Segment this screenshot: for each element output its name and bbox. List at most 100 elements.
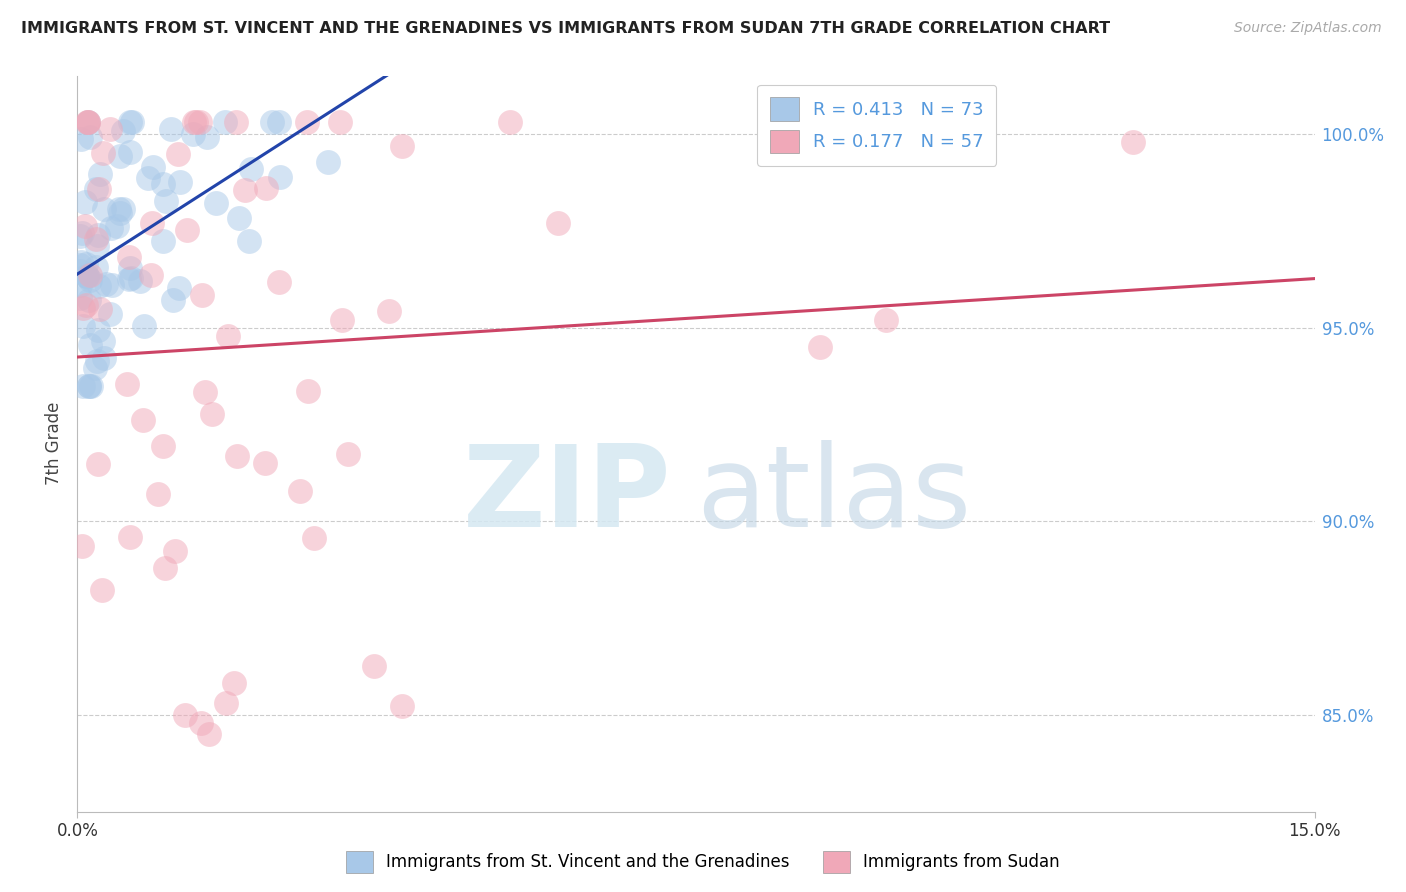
- Point: [118, 145, 141, 159]
- Point: [73, 194, 96, 209]
- Point: [110, 206, 132, 220]
- Text: atlas: atlas: [696, 440, 972, 550]
- Point: [269, 169, 291, 184]
- Point: [77, 293, 100, 308]
- Point: [115, 376, 138, 391]
- Point: [84, 232, 107, 246]
- Point: [120, 270, 142, 285]
- Point: [139, 268, 162, 283]
- Legend: R = 0.413   N = 73, R = 0.177   N = 57: R = 0.413 N = 73, R = 0.177 N = 57: [756, 85, 997, 166]
- Point: [91, 146, 114, 161]
- Point: [69, 291, 91, 305]
- Point: [391, 138, 413, 153]
- Point: [155, 194, 177, 209]
- Point: [190, 715, 212, 730]
- Point: [79, 273, 101, 287]
- Point: [70, 226, 93, 240]
- Point: [173, 707, 195, 722]
- Point: [75, 219, 97, 233]
- Point: [69, 229, 91, 244]
- Point: [75, 298, 97, 312]
- Point: [84, 260, 107, 274]
- Point: [87, 182, 110, 196]
- Point: [76, 115, 98, 129]
- Y-axis label: 7th Grade: 7th Grade: [45, 402, 63, 485]
- Point: [77, 378, 100, 392]
- Point: [201, 407, 224, 421]
- Point: [316, 154, 339, 169]
- Point: [195, 130, 218, 145]
- Point: [875, 313, 897, 327]
- Point: [118, 251, 141, 265]
- Point: [75, 257, 97, 271]
- Point: [224, 676, 246, 690]
- Point: [101, 277, 124, 292]
- Point: [304, 531, 326, 545]
- Point: [69, 132, 91, 146]
- Point: [86, 239, 108, 253]
- Point: [1122, 135, 1144, 149]
- Point: [120, 260, 142, 275]
- Point: [80, 378, 103, 392]
- Point: [391, 699, 413, 714]
- Point: [70, 255, 93, 269]
- Point: [228, 211, 250, 225]
- Point: [129, 275, 152, 289]
- Point: [121, 115, 143, 129]
- Point: [83, 361, 105, 376]
- Point: [91, 334, 114, 348]
- Point: [152, 234, 174, 248]
- Point: [111, 202, 134, 217]
- Point: [98, 307, 121, 321]
- Point: [547, 217, 569, 231]
- Point: [132, 413, 155, 427]
- Point: [215, 696, 238, 710]
- Point: [254, 457, 277, 471]
- Point: [69, 264, 91, 278]
- Point: [76, 115, 98, 129]
- Point: [79, 338, 101, 352]
- Point: [87, 227, 110, 242]
- Point: [138, 171, 160, 186]
- Point: [75, 268, 97, 283]
- Point: [330, 313, 353, 327]
- Point: [86, 182, 108, 196]
- Point: [267, 115, 290, 129]
- Point: [165, 544, 187, 558]
- Point: [295, 115, 318, 129]
- Point: [70, 539, 93, 553]
- Point: [72, 301, 94, 315]
- Point: [142, 161, 165, 175]
- Point: [214, 115, 236, 129]
- Point: [100, 221, 122, 235]
- Point: [89, 301, 111, 316]
- Point: [76, 268, 98, 283]
- Point: [233, 183, 256, 197]
- Point: [217, 328, 239, 343]
- Point: [183, 127, 205, 141]
- Text: ZIP: ZIP: [463, 440, 671, 550]
- Point: [152, 439, 174, 453]
- Point: [77, 378, 100, 392]
- Point: [186, 115, 208, 129]
- Point: [260, 115, 283, 129]
- Point: [72, 318, 94, 333]
- Point: [191, 288, 214, 302]
- Point: [167, 147, 190, 161]
- Point: [76, 115, 98, 129]
- Point: [94, 277, 117, 291]
- Point: [238, 235, 260, 249]
- Point: [378, 303, 401, 318]
- Point: [132, 319, 155, 334]
- Point: [162, 293, 184, 308]
- Point: [160, 122, 183, 136]
- Point: [167, 280, 190, 294]
- Point: [72, 378, 94, 392]
- Point: [79, 268, 101, 282]
- Point: [118, 115, 141, 129]
- Point: [90, 583, 112, 598]
- Point: [87, 323, 110, 337]
- Point: [108, 149, 131, 163]
- Point: [499, 115, 522, 129]
- Point: [69, 277, 91, 292]
